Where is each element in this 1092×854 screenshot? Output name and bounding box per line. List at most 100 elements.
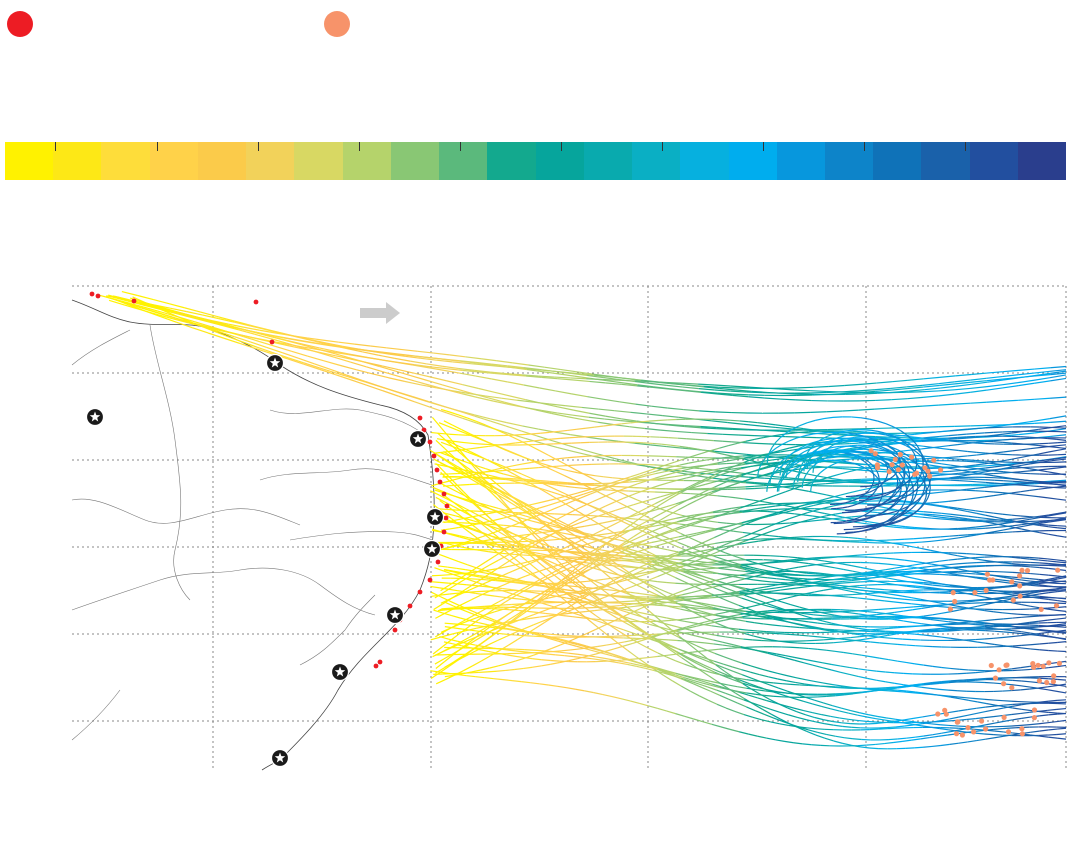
trajectory-segment [966,697,977,700]
trajectory-segment [434,567,444,572]
trajectory-segment [1021,594,1031,598]
trajectory-segment [1039,735,1049,738]
trajectory-segment [554,376,571,379]
trajectory-segment [633,611,644,618]
trajectory-segment [958,568,968,572]
trajectory-segment [439,671,449,674]
trajectory-segment [714,384,731,387]
trajectory-segment [672,680,682,687]
trajectory-segment [550,519,561,525]
trajectory-segment [789,445,799,449]
trajectory-segment [681,657,692,665]
trajectory-segment [662,415,679,418]
trajectory-segment [538,557,549,566]
trajectory-segment [520,501,531,508]
trajectory-segment [680,677,691,682]
trajectory-segment [379,365,396,372]
trajectory-segment [677,526,687,531]
trajectory-segment [768,676,778,680]
trajectory-segment [734,710,745,716]
trajectory-segment [476,582,486,588]
trajectory-segment [488,639,498,646]
trajectory-segment [911,597,921,600]
trajectory-segment [713,660,724,665]
trajectory-segment [913,599,923,602]
trajectory-segment [840,665,850,669]
trajectory-segment [744,632,754,637]
trajectory-segment [948,574,958,577]
trajectory-segment [475,592,485,596]
trajectory-segment [957,590,967,592]
trajectory-segment [875,599,885,602]
trajectory-segment [494,372,511,376]
trajectory-segment [869,521,879,524]
trajectory-segment [1018,422,1035,425]
trajectory-segment [891,387,908,391]
trajectory-segment [503,473,513,477]
trajectory-segment [976,451,986,454]
trajectory-segment [1012,704,1022,707]
trajectory-segment [733,530,743,534]
trajectory-segment [704,386,720,390]
trajectory-segment [728,647,738,650]
trajectory-segment [602,438,619,442]
trajectory-segment [721,512,731,517]
trajectory-segment [603,476,613,479]
trajectory-segment [1048,533,1058,537]
trajectory-segment [1039,485,1049,488]
trajectory-segment [668,388,685,392]
trajectory-segment [429,384,446,391]
trajectory-segment [957,433,967,436]
trajectory-segment [826,636,836,640]
trajectory-segment [711,420,728,424]
trajectory-segment [857,553,867,556]
trajectory-segment [466,591,476,595]
trajectory-segment [975,588,985,591]
trajectory-segment [912,692,923,695]
trajectory-segment [957,498,967,501]
trajectory-segment [645,667,655,672]
trajectory-segment [108,299,126,306]
trajectory-segment [610,521,620,527]
trajectory-segment [682,447,699,451]
trajectory-segment [657,615,667,619]
trajectory-segment [496,488,507,497]
trajectory-segment [520,477,531,481]
trajectory-segment [394,357,411,362]
trajectory-segment [1002,374,1019,378]
trajectory-segment [254,333,271,340]
trajectory-segment [993,493,1003,497]
trajectory-segment [640,531,650,538]
trajectory-segment [939,620,949,623]
trajectory-segment [362,351,379,356]
trajectory-segment [555,470,565,477]
trajectory-segment [713,440,723,442]
trajectory-segment [534,591,545,598]
trajectory-segment [879,657,889,661]
trajectory-segment [530,527,540,530]
trajectory-segment [976,512,986,516]
trajectory-segment [614,626,625,631]
colorbar-segment [535,142,584,180]
trajectory-segment [631,540,642,545]
trajectory-segment [513,478,523,480]
trajectory-segment [461,652,472,659]
trajectory-segment [522,425,539,430]
trajectory-segment [814,556,824,559]
trajectory-segment [824,581,834,584]
colorbar-tick [157,142,158,151]
trajectory-segment [284,343,301,348]
trajectory-segment [1029,517,1039,520]
trajectory-segment [938,490,949,494]
trajectory-segment [675,500,685,505]
trajectory-segment [156,313,174,320]
trajectory-segment [904,567,914,571]
trajectory-segment [619,401,636,405]
trajectory-segment [906,509,916,512]
trajectory-segment [475,585,485,588]
trajectory-segment [491,525,501,530]
trajectory-segment [1029,582,1039,586]
trajectory-segment [824,642,834,644]
trajectory-segment [1003,719,1013,722]
trajectory-segment [813,499,824,503]
